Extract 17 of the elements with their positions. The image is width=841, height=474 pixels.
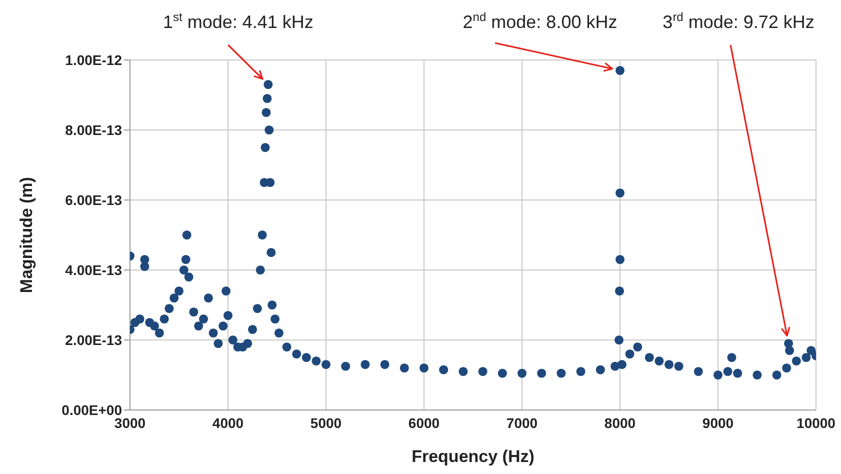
y-tick-label: 8.00E-13 <box>65 122 122 138</box>
y-axis-title: Magnitude (m) <box>17 176 36 294</box>
x-tick-label: 5000 <box>310 414 342 431</box>
annotation: 1$^{st}$ mode: 4.41 kHz <box>162 10 314 32</box>
x-axis-title: Frequency (Hz) <box>412 447 534 466</box>
y-tick-label: 4.00E-13 <box>65 262 122 278</box>
annotation: 3$^{rd}$ mode: 9.72 kHz <box>662 10 814 32</box>
x-tick-label: 7000 <box>506 414 538 431</box>
x-tick-label: 8000 <box>604 414 636 431</box>
y-tick-label: 6.00E-13 <box>65 192 122 208</box>
x-tick-label: 10000 <box>796 414 836 431</box>
y-tick-label: 2.00E-13 <box>65 332 122 348</box>
x-tick-label: 9000 <box>702 414 734 431</box>
annotation: 2$^{nd}$ mode: 8.00 kHz <box>462 10 618 32</box>
x-tick-label: 4000 <box>212 414 244 431</box>
y-tick-label: 1.00E-12 <box>65 52 122 68</box>
x-tick-label: 6000 <box>408 414 440 431</box>
